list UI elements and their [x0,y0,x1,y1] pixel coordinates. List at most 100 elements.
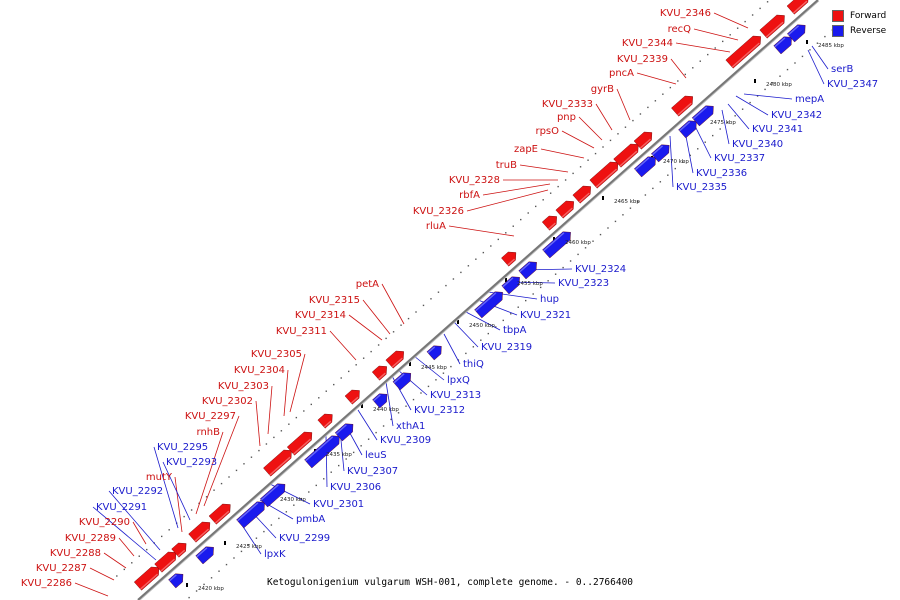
forward-gene-label: KVU_2305 [251,349,302,360]
guide-dot [502,319,504,322]
reverse-gene [773,36,792,55]
gene-shade [543,232,565,252]
gene-shade [237,502,259,522]
guide-dot [265,443,268,445]
guide-dot [278,517,280,520]
reverse-gene-label: KVU_2335 [676,182,727,193]
forward-gene [188,521,211,543]
guide-dot [338,464,340,467]
forward-gene [501,251,517,267]
guide-dot [647,106,649,109]
guide-dot [532,293,534,295]
gene-shade [619,150,638,167]
guide-dot [273,436,275,439]
guide-dot [794,62,796,64]
guide-dot [315,484,317,487]
reverse-gene-label: KVU_2306 [330,482,381,493]
reverse-gene-label: KVU_2301 [313,499,364,510]
forward-gene-label: KVU_2288 [50,548,101,559]
guide-dot [517,306,519,308]
guide-dot [442,372,445,374]
guide-dot [569,260,572,262]
tick-label: 2425 kbp [236,544,262,550]
tick-dots [116,1,834,599]
guide-dot [622,214,624,216]
guide-dot [465,352,467,355]
guide-dot [562,266,564,269]
leader-line [348,314,383,341]
reverse-gene [518,261,537,280]
forward-gene-label: rbfA [459,190,480,201]
guide-dot [607,227,609,229]
guide-dot [218,570,220,572]
gene-shade [427,346,436,354]
guide-dot [255,537,258,539]
leader-line [675,42,731,53]
guide-dot [682,161,684,163]
guide-dot [667,174,669,176]
genome-backbone [137,0,819,600]
tick-label: 2485 kbp [818,43,844,49]
guide-dot [437,291,440,293]
guide-dot [250,456,253,458]
reverse-gene-label: KVU_2321 [520,310,571,321]
gene-shade [260,484,279,501]
reverse-gene [392,372,412,391]
guide-dot [258,449,260,452]
guide-dot [719,128,721,130]
guide-dot [452,278,455,280]
guide-dot [345,458,347,460]
guide-dot [131,562,133,564]
guide-dot [557,185,559,188]
tick-label: 2420 kbp [198,586,224,592]
forward-gene-label: KVU_2289 [65,533,116,544]
forward-gene [171,542,187,558]
guide-dot [704,141,706,143]
tick-label: 2455 kbp [517,281,543,287]
leader-line [153,446,179,529]
reverse-gene-label: KVU_2319 [481,342,532,353]
guide-dot [310,403,312,406]
forward-gene [633,131,653,150]
guide-dot [347,370,350,373]
guide-dot [210,577,213,579]
guide-dot [190,509,193,511]
guide-dot [699,60,701,62]
forward-gene-label: KVU_2290 [79,517,130,528]
gene-shade [765,21,784,38]
map-caption: Ketogulonigenium vulgarum WSH-001, compl… [266,577,634,588]
reverse-gene-label: KVU_2312 [414,405,465,416]
guide-dot [547,280,549,282]
leader-line [466,189,549,212]
gene-shade [214,510,230,524]
gene-shade [561,207,573,218]
tick-mark [754,79,756,83]
forward-gene-label: rpsO [535,126,559,137]
tick-label: 2460 kbp [565,240,591,246]
guide-dot [751,14,754,16]
guide-dot [138,555,140,557]
forward-gene-label: gyrB [591,84,614,95]
guide-dot [407,317,410,320]
forward-gene-label: KVU_2314 [295,310,346,321]
guide-dot [729,34,731,36]
guide-dot [579,166,582,168]
gene-shade [393,373,405,384]
guide-dot [520,218,522,221]
leader-line [283,369,289,417]
guide-dot [225,563,228,566]
guide-dot [525,299,527,302]
leader-line [578,116,603,141]
guide-dot [318,397,320,399]
guide-dot [123,568,125,571]
guide-dot [697,148,699,150]
guide-dot [420,392,422,394]
forward-gene-label: KVU_2315 [309,295,360,306]
guide-dot [203,583,205,586]
guide-dot [183,515,185,518]
reverse-gene-label: KVU_2342 [771,110,822,121]
guide-dot [764,88,766,91]
guide-dot [355,364,357,366]
tick-label: 2445 kbp [421,365,447,371]
forward-swatch [832,9,844,22]
